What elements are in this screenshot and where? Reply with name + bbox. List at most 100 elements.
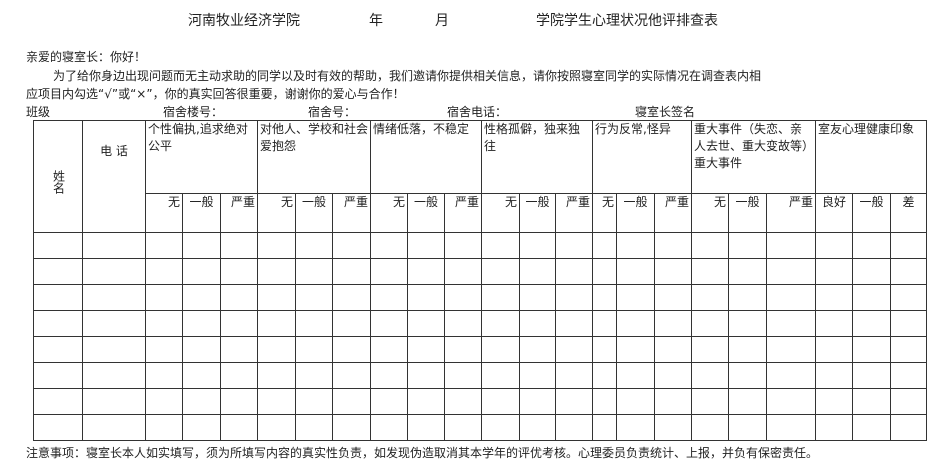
check-cell[interactable] — [616, 362, 655, 389]
check-cell[interactable] — [220, 310, 258, 337]
name-cell[interactable] — [33, 388, 83, 415]
check-cell[interactable] — [145, 388, 183, 415]
check-cell[interactable] — [444, 336, 482, 363]
check-cell[interactable] — [766, 388, 816, 415]
check-cell[interactable] — [555, 258, 593, 285]
check-cell[interactable] — [257, 336, 296, 363]
check-cell[interactable] — [295, 362, 333, 389]
check-cell[interactable] — [332, 232, 371, 259]
check-cell[interactable] — [890, 310, 927, 337]
check-cell[interactable] — [444, 388, 482, 415]
check-cell[interactable] — [691, 336, 729, 363]
check-cell[interactable] — [481, 232, 520, 259]
check-cell[interactable] — [220, 336, 258, 363]
class-field[interactable]: 班级 — [26, 105, 51, 119]
check-cell[interactable] — [691, 388, 729, 415]
check-cell[interactable] — [728, 362, 767, 389]
check-cell[interactable] — [145, 414, 183, 441]
check-cell[interactable] — [220, 388, 258, 415]
check-cell[interactable] — [815, 362, 853, 389]
check-cell[interactable] — [616, 284, 655, 311]
check-cell[interactable] — [481, 388, 520, 415]
check-cell[interactable] — [444, 310, 482, 337]
check-cell[interactable] — [654, 258, 692, 285]
check-cell[interactable] — [654, 336, 692, 363]
name-cell[interactable] — [33, 232, 83, 259]
check-cell[interactable] — [257, 414, 296, 441]
check-cell[interactable] — [890, 284, 927, 311]
phone-cell[interactable] — [82, 336, 146, 363]
phone-cell[interactable] — [82, 388, 146, 415]
check-cell[interactable] — [890, 362, 927, 389]
name-cell[interactable] — [33, 258, 83, 285]
check-cell[interactable] — [295, 258, 333, 285]
check-cell[interactable] — [592, 232, 617, 259]
check-cell[interactable] — [407, 284, 445, 311]
check-cell[interactable] — [555, 310, 593, 337]
check-cell[interactable] — [257, 310, 296, 337]
phone-cell[interactable] — [82, 310, 146, 337]
check-cell[interactable] — [519, 258, 556, 285]
check-cell[interactable] — [555, 336, 593, 363]
check-cell[interactable] — [654, 362, 692, 389]
check-cell[interactable] — [182, 232, 221, 259]
check-cell[interactable] — [182, 258, 221, 285]
check-cell[interactable] — [815, 284, 853, 311]
check-cell[interactable] — [616, 258, 655, 285]
phone-cell[interactable] — [82, 362, 146, 389]
dorm-phone-field[interactable]: 宿舍电话： — [447, 105, 508, 119]
check-cell[interactable] — [257, 232, 296, 259]
check-cell[interactable] — [519, 388, 556, 415]
phone-cell[interactable] — [82, 232, 146, 259]
check-cell[interactable] — [407, 258, 445, 285]
check-cell[interactable] — [370, 258, 408, 285]
check-cell[interactable] — [407, 232, 445, 259]
check-cell[interactable] — [890, 258, 927, 285]
check-cell[interactable] — [481, 414, 520, 441]
check-cell[interactable] — [555, 388, 593, 415]
check-cell[interactable] — [220, 362, 258, 389]
check-cell[interactable] — [370, 388, 408, 415]
check-cell[interactable] — [481, 284, 520, 311]
check-cell[interactable] — [815, 336, 853, 363]
check-cell[interactable] — [728, 388, 767, 415]
check-cell[interactable] — [407, 388, 445, 415]
check-cell[interactable] — [145, 336, 183, 363]
check-cell[interactable] — [407, 310, 445, 337]
check-cell[interactable] — [815, 414, 853, 441]
check-cell[interactable] — [616, 388, 655, 415]
check-cell[interactable] — [766, 362, 816, 389]
check-cell[interactable] — [332, 388, 371, 415]
check-cell[interactable] — [444, 362, 482, 389]
check-cell[interactable] — [257, 284, 296, 311]
check-cell[interactable] — [145, 310, 183, 337]
check-cell[interactable] — [555, 362, 593, 389]
check-cell[interactable] — [592, 258, 617, 285]
check-cell[interactable] — [728, 284, 767, 311]
building-field[interactable]: 宿舍楼号： — [163, 105, 224, 119]
check-cell[interactable] — [220, 232, 258, 259]
check-cell[interactable] — [182, 336, 221, 363]
check-cell[interactable] — [852, 336, 891, 363]
check-cell[interactable] — [616, 414, 655, 441]
check-cell[interactable] — [852, 232, 891, 259]
name-cell[interactable] — [33, 414, 83, 441]
check-cell[interactable] — [852, 284, 891, 311]
check-cell[interactable] — [766, 258, 816, 285]
check-cell[interactable] — [654, 310, 692, 337]
check-cell[interactable] — [145, 362, 183, 389]
check-cell[interactable] — [481, 336, 520, 363]
check-cell[interactable] — [815, 310, 853, 337]
check-cell[interactable] — [616, 232, 655, 259]
check-cell[interactable] — [766, 336, 816, 363]
check-cell[interactable] — [145, 284, 183, 311]
check-cell[interactable] — [295, 310, 333, 337]
check-cell[interactable] — [220, 414, 258, 441]
check-cell[interactable] — [728, 414, 767, 441]
check-cell[interactable] — [332, 258, 371, 285]
check-cell[interactable] — [407, 362, 445, 389]
check-cell[interactable] — [332, 284, 371, 311]
check-cell[interactable] — [766, 232, 816, 259]
check-cell[interactable] — [555, 414, 593, 441]
check-cell[interactable] — [592, 284, 617, 311]
